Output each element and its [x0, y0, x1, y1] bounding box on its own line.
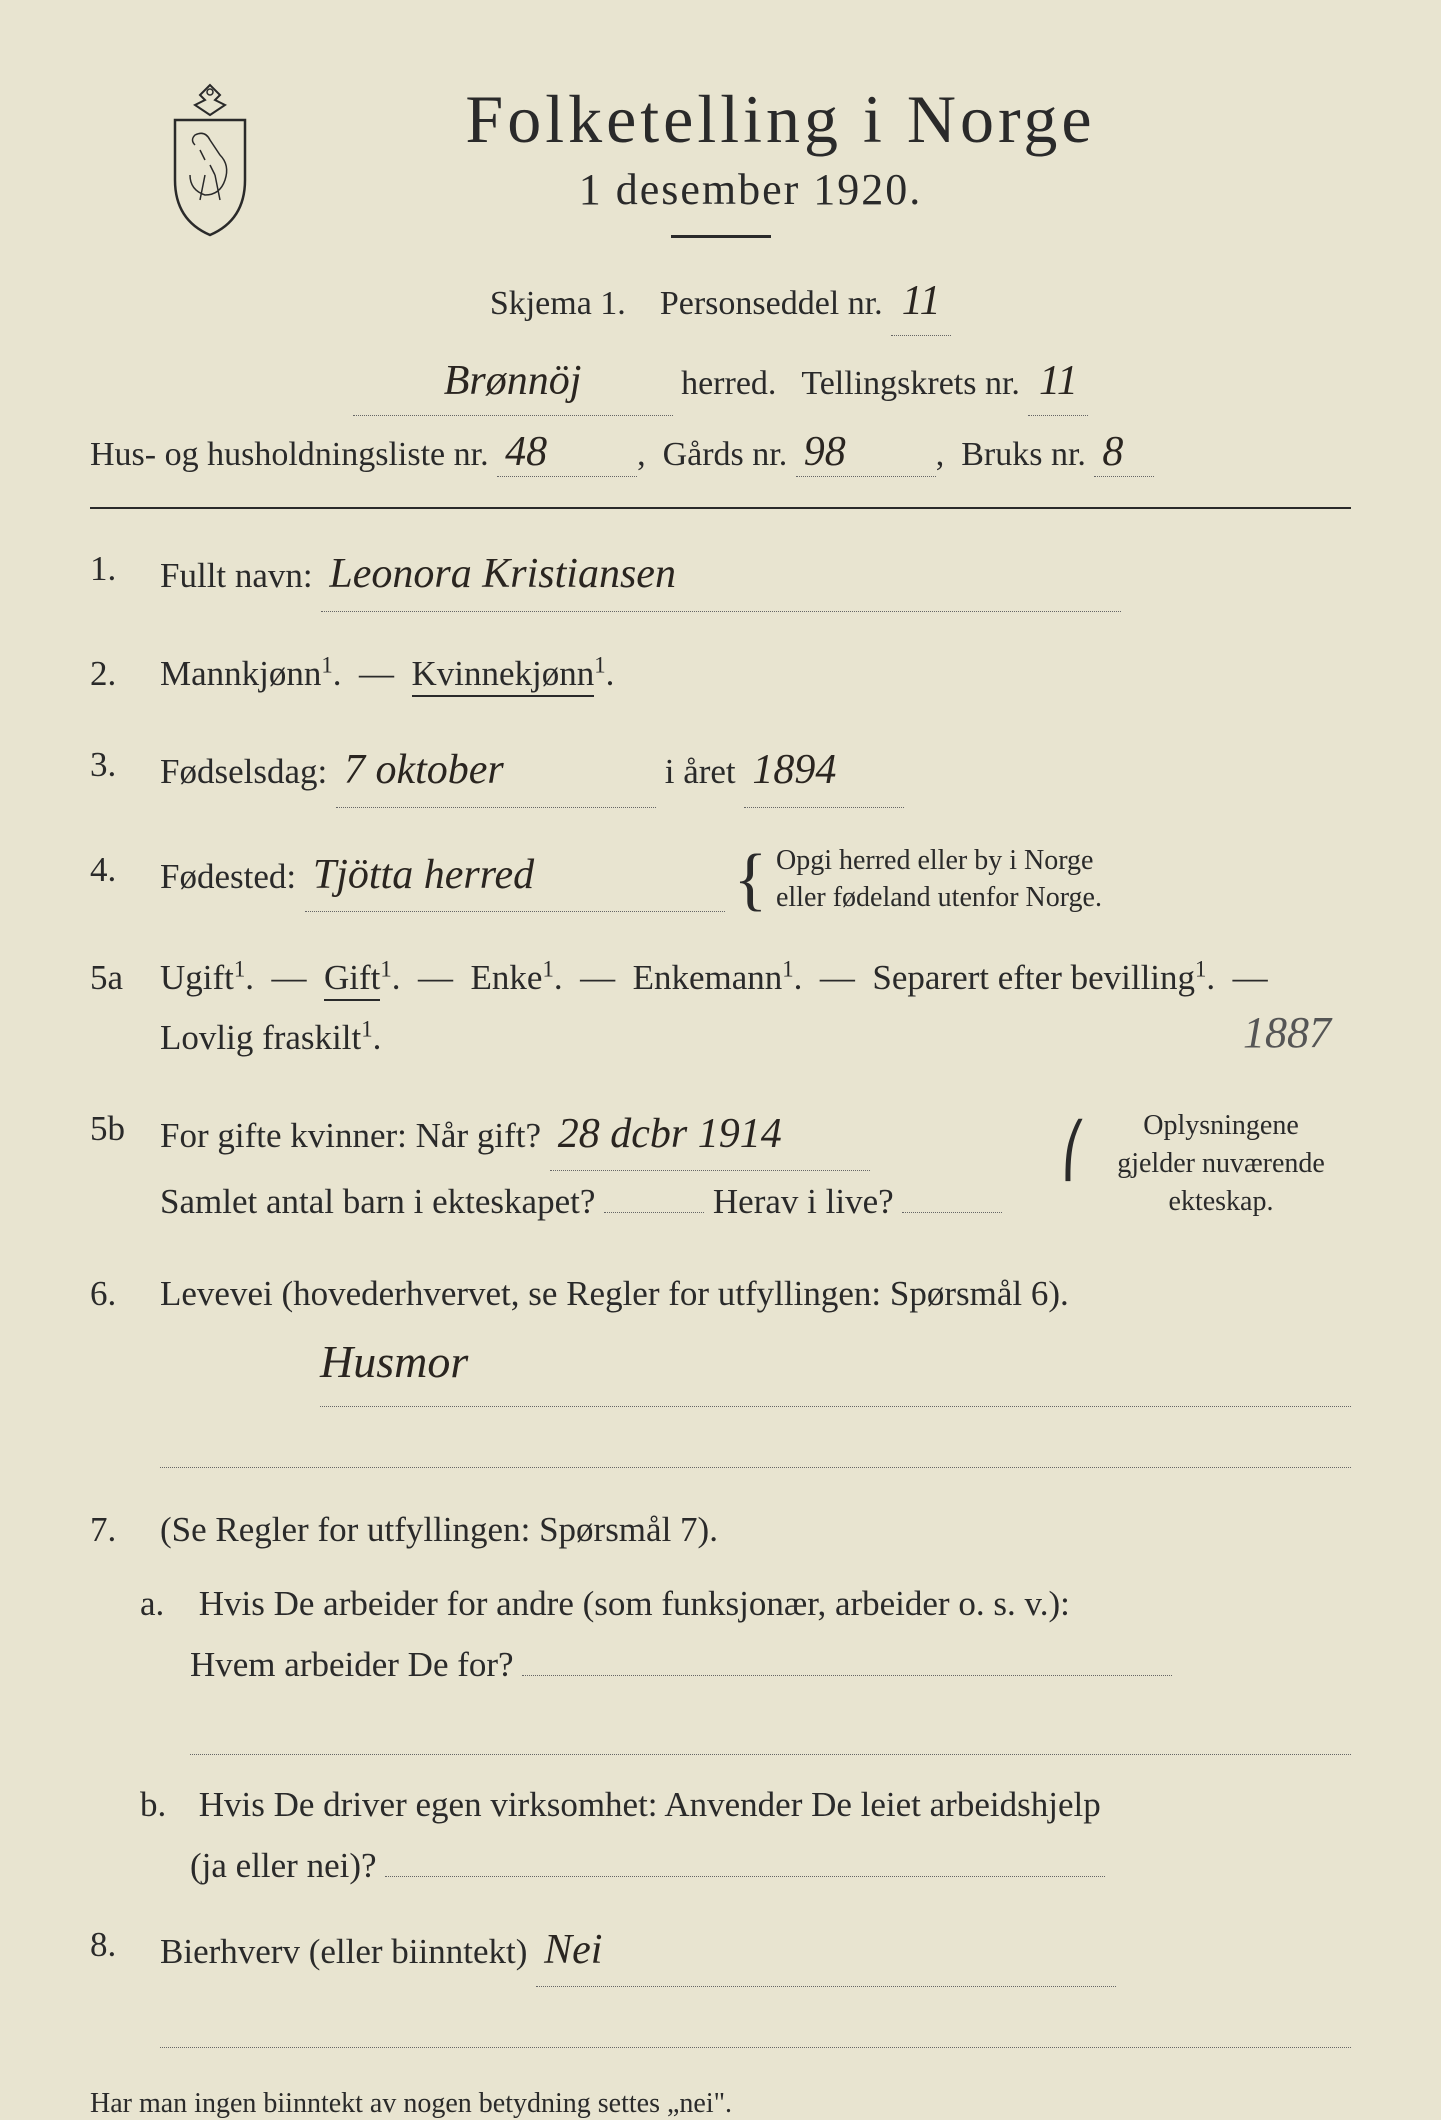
- q5b-blank2: [902, 1171, 1002, 1213]
- q5b-blank1: [604, 1171, 704, 1213]
- q1-value: Leonora Kristiansen: [321, 539, 1121, 611]
- q3-num: 3.: [90, 735, 160, 795]
- q8-value: Nei: [536, 1915, 1116, 1987]
- q8-blank-line: [160, 1999, 1351, 2048]
- subtitle-date: 1 desember 1920.: [90, 164, 1351, 215]
- question-1: 1. Fullt navn: Leonora Kristiansen: [90, 539, 1351, 611]
- q7b-blank: [385, 1835, 1105, 1877]
- question-4: 4. Fødested: Tjötta herred { Opgi herred…: [90, 840, 1351, 916]
- main-divider: [90, 507, 1351, 509]
- question-2: 2. Mannkjønn1. — Kvinnekjønn1.: [90, 644, 1351, 704]
- q5b-label1: For gifte kvinner: Når gift?: [160, 1116, 541, 1155]
- q5a-enkemann: Enkemann: [633, 958, 783, 997]
- q5a-gift: Gift: [324, 958, 380, 1001]
- q2-kvinne: Kvinnekjønn: [412, 654, 595, 697]
- herred-label: herred.: [681, 365, 776, 402]
- tellingskrets-label: Tellingskrets nr.: [801, 365, 1020, 402]
- q5a-margin-note: 1887: [1243, 996, 1331, 1071]
- question-6: 6. Levevei (hovederhvervet, se Regler fo…: [90, 1264, 1351, 1468]
- q7a-letter: a.: [140, 1574, 190, 1634]
- q7a-blank2: [190, 1706, 1351, 1755]
- q7-num: 7.: [90, 1500, 160, 1560]
- q6-num: 6.: [90, 1264, 160, 1324]
- question-3: 3. Fødselsdag: 7 oktober i året 1894: [90, 735, 1351, 807]
- document-header: Folketelling i Norge 1 desember 1920. Sk…: [90, 80, 1351, 477]
- husliste-value: 48: [497, 428, 637, 477]
- q4-note-l2: eller fødeland utenfor Norge.: [776, 882, 1102, 913]
- q6-label: Levevei (hovederhvervet, se Regler for u…: [160, 1274, 1069, 1313]
- q7b-letter: b.: [140, 1775, 190, 1835]
- q7b-text1: Hvis De driver egen virksomhet: Anvender…: [199, 1785, 1101, 1824]
- q5a-separert: Separert efter bevilling: [872, 958, 1195, 997]
- question-7b: b. Hvis De driver egen virksomhet: Anven…: [140, 1775, 1351, 1895]
- q7-label: (Se Regler for utfyllingen: Spørsmål 7).: [160, 1510, 718, 1549]
- q2-num: 2.: [90, 644, 160, 704]
- q5b-side-note: ⎛ Oplysningene gjelder nuværende ekteska…: [1091, 1107, 1351, 1220]
- q5b-num: 5b: [90, 1099, 160, 1159]
- q8-label: Bierhverv (eller biinntekt): [160, 1932, 527, 1971]
- gards-label: Gårds nr.: [663, 436, 788, 473]
- bruks-label: Bruks nr.: [961, 436, 1086, 473]
- skjema-label: Skjema 1.: [490, 285, 626, 322]
- meta-section: Skjema 1. Personseddel nr. 11 Brønnöj he…: [90, 268, 1351, 416]
- q5a-fraskilt: Lovlig fraskilt: [160, 1018, 361, 1057]
- q5a-enke: Enke: [471, 958, 543, 997]
- q4-value: Tjötta herred: [305, 840, 725, 912]
- q5b-note-l3: ekteskap.: [1169, 1186, 1274, 1217]
- q1-num: 1.: [90, 539, 160, 599]
- tellingskrets-value: 11: [1028, 348, 1088, 416]
- q5b-value1: 28 dcbr 1914: [550, 1099, 870, 1171]
- q7a-blank: [522, 1634, 1172, 1676]
- gards-value: 98: [796, 428, 936, 477]
- question-5b: 5b ⎛ Oplysningene gjelder nuværende ekte…: [90, 1099, 1351, 1232]
- question-7: 7. (Se Regler for utfyllingen: Spørsmål …: [90, 1500, 1351, 1560]
- bracket-icon: ⎛: [1061, 1117, 1087, 1187]
- personseddel-value: 11: [891, 268, 951, 336]
- crest-svg: [150, 80, 270, 240]
- question-5a: 5a Ugift1. — Gift1. — Enke1. — Enkemann1…: [90, 948, 1351, 1067]
- herred-value: Brønnöj: [353, 348, 673, 416]
- husliste-label: Hus- og husholdningsliste nr.: [90, 436, 489, 473]
- q7a-text1: Hvis De arbeider for andre (som funksjon…: [199, 1584, 1070, 1623]
- q4-label: Fødested:: [160, 857, 296, 896]
- q3-year-value: 1894: [744, 735, 904, 807]
- q6-blank-line: [160, 1419, 1351, 1468]
- q6-value: Husmor: [320, 1323, 1351, 1406]
- q4-num: 4.: [90, 840, 160, 900]
- q5b-label2: Samlet antal barn i ekteskapet?: [160, 1182, 595, 1221]
- q5a-ugift: Ugift: [160, 958, 234, 997]
- q2-mann: Mannkjønn: [160, 654, 321, 693]
- q7b-text2: (ja eller nei)?: [190, 1846, 377, 1885]
- coat-of-arms-icon: [150, 80, 270, 240]
- q8-num: 8.: [90, 1915, 160, 1975]
- question-8: 8. Bierhverv (eller biinntekt) Nei: [90, 1915, 1351, 2048]
- main-title: Folketelling i Norge: [90, 80, 1351, 159]
- q7a-text2: Hvem arbeider De for?: [190, 1645, 514, 1684]
- q3-day-value: 7 oktober: [336, 735, 656, 807]
- question-7a: a. Hvis De arbeider for andre (som funks…: [140, 1574, 1351, 1755]
- q4-note-l1: Opgi herred eller by i Norge: [776, 845, 1094, 876]
- q5b-note-l1: Oplysningene: [1143, 1110, 1299, 1141]
- footnote: Har man ingen biinntekt av nogen betydni…: [90, 2088, 1351, 2120]
- q4-note: Opgi herred eller by i Norge eller fødel…: [776, 843, 1102, 916]
- q5b-label3: Herav i live?: [713, 1182, 894, 1221]
- q5b-note-l2: gjelder nuværende: [1117, 1148, 1325, 1179]
- q3-year-label: i året: [665, 752, 736, 791]
- q1-label: Fullt navn:: [160, 556, 313, 595]
- bruks-value: 8: [1094, 428, 1154, 477]
- q5a-num: 5a: [90, 948, 160, 1008]
- personseddel-label: Personseddel nr.: [660, 285, 883, 322]
- q3-label: Fødselsdag:: [160, 752, 327, 791]
- title-divider: [671, 235, 771, 238]
